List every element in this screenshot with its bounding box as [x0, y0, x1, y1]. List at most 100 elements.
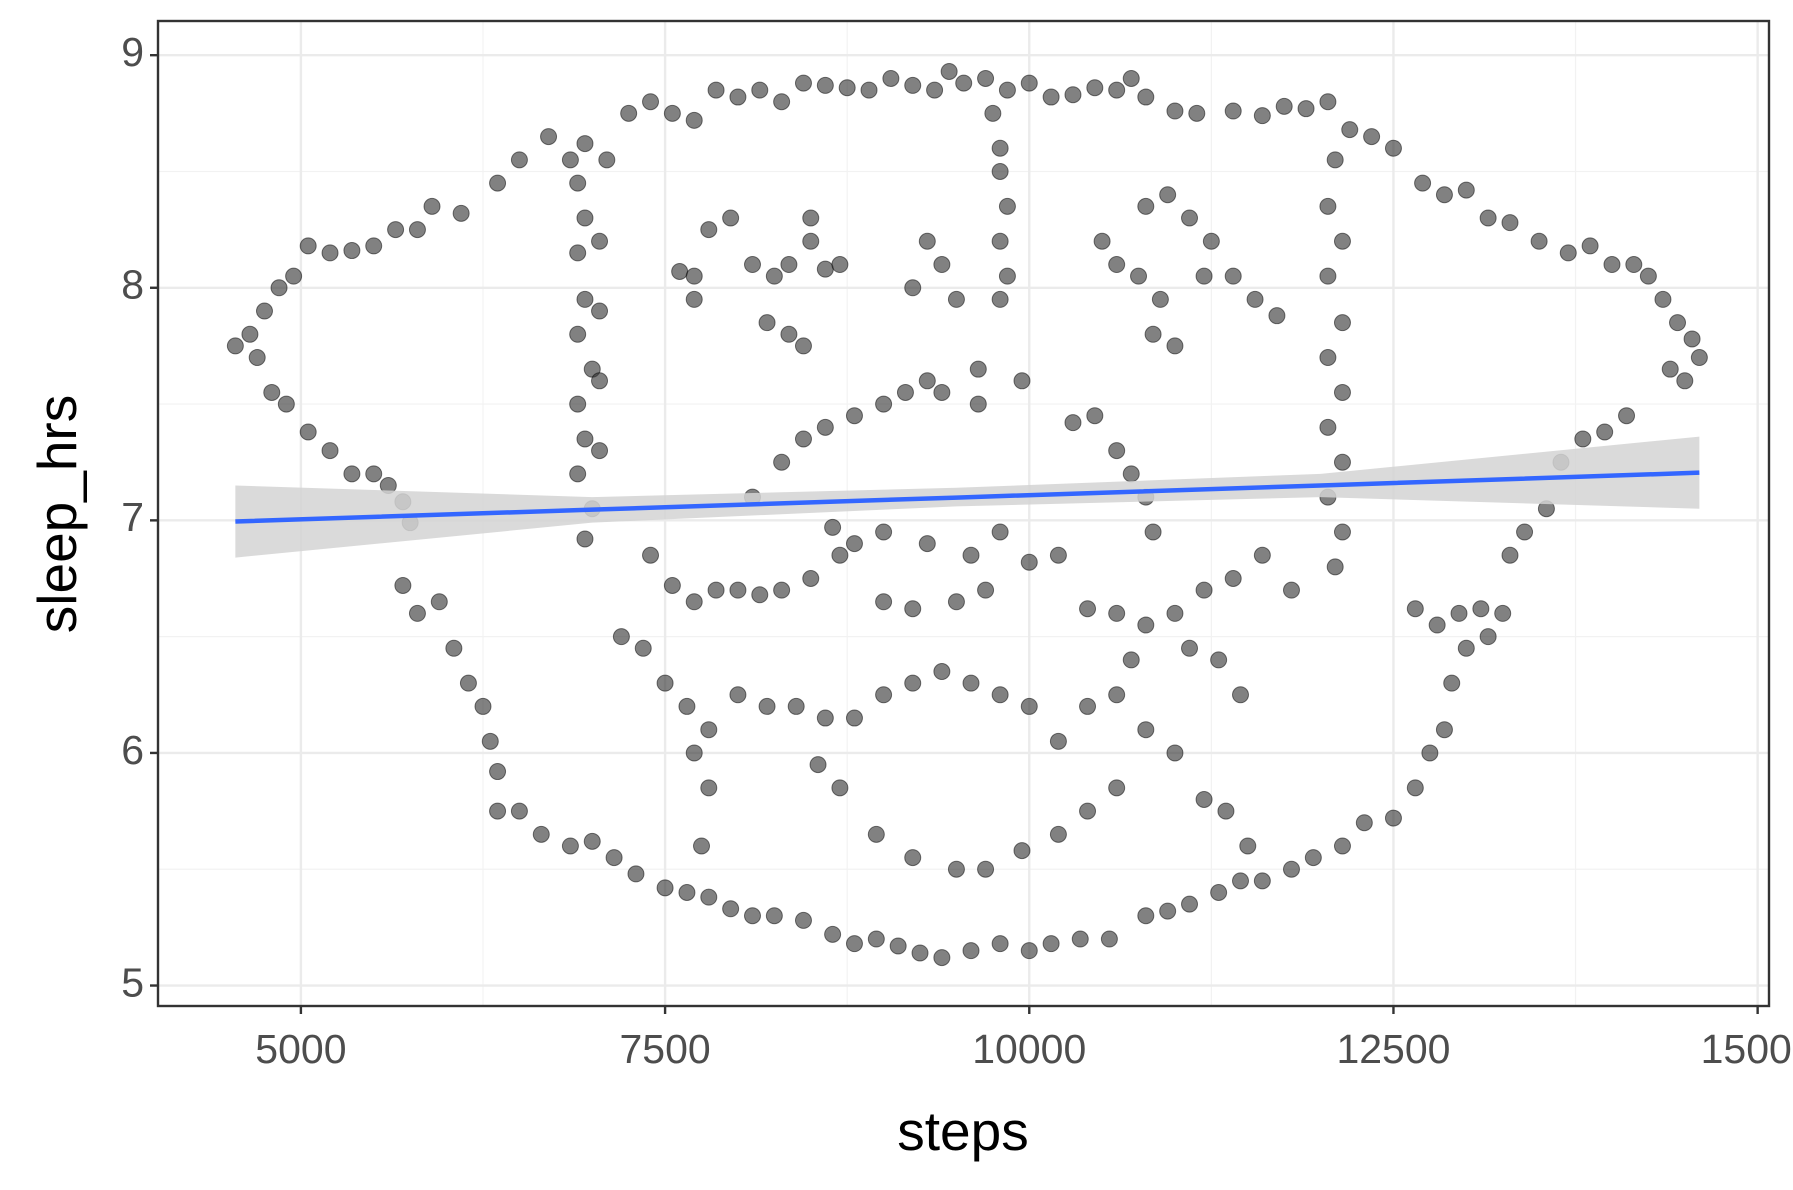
point: [1013, 842, 1031, 860]
point: [489, 802, 507, 820]
point: [678, 883, 696, 901]
point: [845, 935, 863, 953]
point: [591, 232, 609, 250]
point: [969, 360, 987, 378]
point: [1151, 290, 1169, 308]
panel-border: [156, 19, 1771, 1008]
point: [1246, 290, 1264, 308]
x-tick-label: 10000: [972, 1026, 1086, 1072]
point: [1341, 121, 1359, 139]
point: [1231, 686, 1249, 704]
point: [561, 837, 579, 855]
point: [1435, 721, 1453, 739]
point: [991, 686, 1009, 704]
y-tick-label: 8: [121, 262, 144, 308]
point: [1494, 604, 1512, 622]
point: [998, 81, 1016, 99]
point: [845, 535, 863, 553]
point: [831, 779, 849, 797]
point: [394, 576, 412, 594]
point: [270, 279, 288, 297]
point: [904, 279, 922, 297]
point: [1618, 407, 1636, 425]
point: [561, 151, 579, 169]
y-axis-title: sleep_hrs: [26, 395, 88, 633]
point: [1501, 214, 1519, 232]
point: [343, 465, 361, 483]
point: [824, 925, 842, 943]
point: [321, 244, 339, 262]
point: [1559, 244, 1577, 262]
point: [1435, 186, 1453, 204]
point: [656, 674, 674, 692]
point: [1166, 102, 1184, 120]
point: [489, 174, 507, 192]
point: [998, 267, 1016, 285]
point: [1020, 942, 1038, 960]
point: [685, 744, 703, 762]
point: [875, 395, 893, 413]
point: [1384, 139, 1402, 157]
point: [809, 756, 827, 774]
point: [794, 911, 812, 929]
point: [743, 256, 761, 274]
point: [845, 407, 863, 425]
point: [729, 686, 747, 704]
point: [838, 79, 856, 97]
point: [693, 837, 711, 855]
point: [1406, 779, 1424, 797]
point: [1319, 418, 1337, 436]
point: [787, 697, 805, 715]
point: [430, 593, 448, 611]
point: [1122, 651, 1140, 669]
point: [299, 423, 317, 441]
point: [991, 935, 1009, 953]
point: [569, 325, 587, 343]
point: [889, 937, 907, 955]
point: [904, 76, 922, 94]
point: [1690, 349, 1708, 367]
point: [1159, 902, 1177, 920]
point: [802, 570, 820, 588]
point: [452, 204, 470, 222]
point: [1501, 546, 1519, 564]
point: [896, 383, 914, 401]
point: [933, 383, 951, 401]
point: [940, 62, 958, 80]
point: [991, 162, 1009, 180]
point: [1333, 523, 1351, 541]
point: [1450, 604, 1468, 622]
point: [226, 337, 244, 355]
point: [1479, 209, 1497, 227]
point: [794, 74, 812, 92]
point: [408, 221, 426, 239]
y-tick-label: 6: [121, 727, 144, 773]
point: [1195, 581, 1213, 599]
point: [1333, 453, 1351, 471]
point: [583, 832, 601, 850]
point: [1071, 930, 1089, 948]
point: [671, 262, 689, 280]
point: [569, 244, 587, 262]
point: [780, 256, 798, 274]
point: [277, 395, 295, 413]
point: [1079, 697, 1097, 715]
point: [1333, 232, 1351, 250]
point: [445, 639, 463, 657]
point: [875, 686, 893, 704]
point: [1049, 825, 1067, 843]
point: [1421, 744, 1439, 762]
point: [1304, 849, 1322, 867]
point: [1428, 616, 1446, 634]
point: [700, 221, 718, 239]
x-axis-title: steps: [897, 1100, 1028, 1162]
point: [722, 900, 740, 918]
point: [1188, 104, 1206, 122]
point: [1654, 290, 1672, 308]
point: [1275, 97, 1293, 115]
point: [918, 232, 936, 250]
point: [255, 302, 273, 320]
point: [1319, 197, 1337, 215]
point: [1406, 600, 1424, 618]
